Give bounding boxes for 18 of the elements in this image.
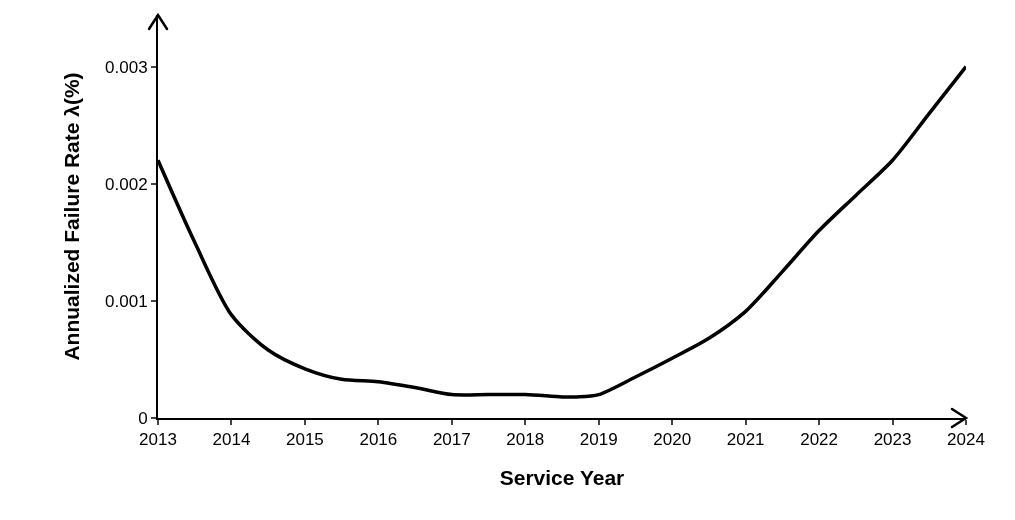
x-tick-label: 2014: [212, 430, 251, 450]
x-tick-label: 2016: [359, 430, 398, 450]
y-tick-label: 0.002: [105, 174, 148, 194]
x-tick-label: 2018: [506, 430, 545, 450]
x-tick-label: 2023: [873, 430, 912, 450]
x-tick-label: 2021: [726, 430, 765, 450]
x-axis-title: Service Year: [499, 466, 625, 490]
y-tick-label: 0.001: [105, 291, 148, 311]
x-tick-label: 2022: [800, 430, 838, 450]
x-tick-label: 2013: [139, 430, 177, 450]
x-tick-label: 2017: [432, 430, 471, 450]
y-tick-label: 0.003: [105, 57, 148, 77]
x-tick-label: 2020: [653, 430, 692, 450]
x-tick-label: 2019: [579, 430, 618, 450]
y-tick-label: 0: [138, 408, 148, 428]
x-tick-label: 2015: [286, 430, 324, 450]
y-axis-title: Annualized Failure Rate λ(%): [59, 72, 83, 361]
x-tick-label: 2024: [947, 430, 985, 450]
